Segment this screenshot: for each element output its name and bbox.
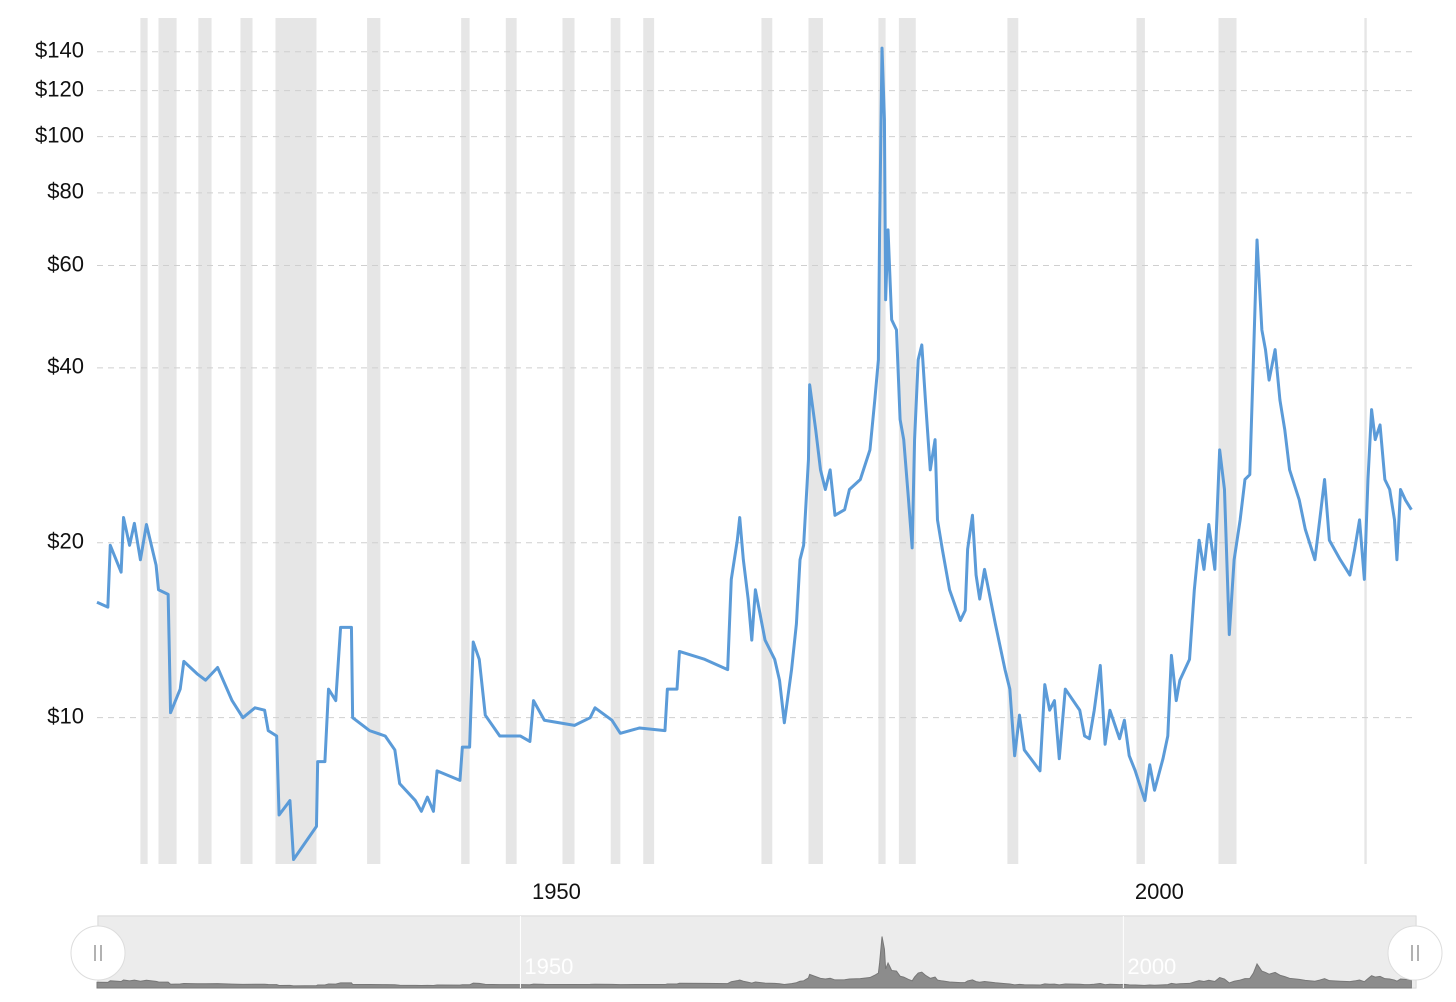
recession-band xyxy=(505,18,517,864)
navigator-selection[interactable] xyxy=(98,916,1416,988)
navigator-tick-label: 1950 xyxy=(524,954,573,979)
y-tick-label: $80 xyxy=(47,179,84,204)
y-tick-label: $60 xyxy=(47,251,84,276)
x-tick-label: 1950 xyxy=(532,879,581,904)
y-tick-label: $20 xyxy=(47,529,84,554)
recession-band xyxy=(761,18,773,864)
recession-band xyxy=(198,18,212,864)
navigator-area xyxy=(96,936,1412,989)
recession-band xyxy=(1218,18,1237,864)
navigator-tick-label: 2000 xyxy=(1127,954,1176,979)
handle-circle xyxy=(70,925,126,981)
handle-circle xyxy=(1387,925,1443,981)
recession-band xyxy=(240,18,253,864)
navigator-handle-left[interactable] xyxy=(70,925,126,981)
x-tick-label: 2000 xyxy=(1135,879,1184,904)
y-tick-label: $40 xyxy=(47,354,84,379)
recession-band xyxy=(1007,18,1019,864)
navigator-handle-right[interactable] xyxy=(1387,925,1443,981)
y-tick-label: $140 xyxy=(35,38,84,63)
recession-band xyxy=(878,18,886,864)
recession-band xyxy=(140,18,148,864)
recession-band xyxy=(1136,18,1145,864)
recession-band xyxy=(275,18,317,864)
y-tick-label: $120 xyxy=(35,76,84,101)
recession-band xyxy=(610,18,621,864)
recession-band xyxy=(158,18,177,864)
recession-band xyxy=(367,18,381,864)
y-tick-label: $10 xyxy=(47,703,84,728)
y-tick-label: $100 xyxy=(35,122,84,147)
recession-band xyxy=(898,18,916,864)
recession-band xyxy=(1364,18,1367,864)
navigator: 1950 2000 xyxy=(96,915,1417,989)
price-line xyxy=(96,46,1413,862)
recession-band xyxy=(562,18,575,864)
recession-band xyxy=(643,18,655,864)
recession-band xyxy=(461,18,470,864)
